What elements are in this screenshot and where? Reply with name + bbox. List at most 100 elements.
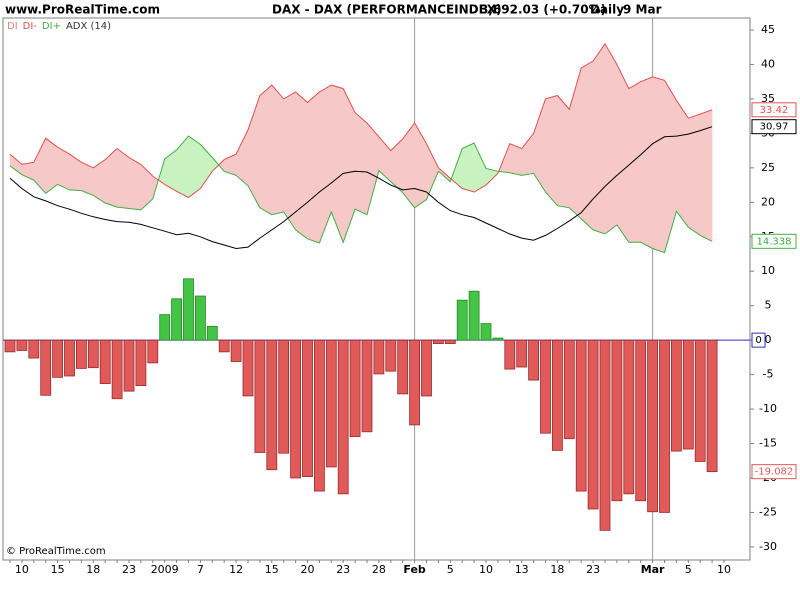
legend-entry: DI- (23, 21, 38, 32)
di-bar (87, 339, 99, 369)
y-tick-label: 5 (765, 299, 772, 312)
price: 3,692.03 (+0.70%) (480, 3, 606, 17)
di-bar (230, 339, 242, 362)
di-bar (325, 339, 337, 468)
x-tick-label: 28 (372, 563, 386, 576)
last-value-label: 14.338 (757, 236, 792, 247)
di-bar (540, 339, 551, 434)
footer: © ProRealTime.com (6, 546, 106, 557)
di-fill (509, 143, 522, 176)
di-fill (295, 91, 308, 240)
di-bar (682, 339, 694, 450)
di-bar (552, 339, 563, 451)
di-bar (302, 339, 313, 478)
di-bar (99, 339, 111, 384)
di-bar (40, 339, 52, 396)
di-bar (171, 298, 183, 341)
x-tick-label: 10 (479, 563, 493, 576)
x-tick-label: 10 (15, 563, 29, 576)
di-bar (635, 339, 647, 502)
x-tick-label: Mar (641, 563, 665, 576)
zero-label: 0 (755, 335, 761, 346)
y-tick-label: -10 (759, 402, 777, 415)
di-bar (587, 339, 599, 510)
y-tick-label: 40 (761, 57, 775, 70)
di-fill (557, 94, 570, 209)
y-tick-label: 35 (761, 92, 775, 105)
di-fill (283, 91, 296, 231)
di-bar (456, 299, 468, 341)
di-bar (563, 339, 575, 440)
di-bar (623, 339, 635, 495)
di-bar (575, 339, 587, 492)
di-bar (159, 314, 171, 341)
di-bar (694, 339, 706, 462)
di-bar (254, 339, 266, 453)
di-bar (444, 339, 456, 344)
di-fill (628, 81, 641, 243)
di-bar (706, 339, 718, 473)
di-bar (480, 323, 492, 341)
di-fill (461, 142, 475, 193)
di-fill (545, 95, 558, 207)
last-value-box (751, 233, 797, 249)
y-tick-label: -25 (759, 505, 777, 518)
di-bar (147, 339, 159, 364)
di-bar (671, 339, 682, 452)
y-tick-label: -30 (759, 540, 777, 553)
y-tick-label: 20 (761, 195, 775, 208)
y-tick-label: -5 (763, 368, 774, 381)
y-tick-label: 25 (761, 161, 775, 174)
di-bar (599, 339, 611, 531)
di-fill (604, 42, 618, 235)
di-fill (307, 91, 320, 244)
x-tick-label: 18 (550, 563, 564, 576)
line-1 (9, 42, 713, 199)
di-bar (468, 290, 480, 341)
di-bar (528, 339, 539, 381)
last-value-box (751, 119, 797, 135)
di-bar (76, 339, 87, 369)
x-tick-label: 5 (447, 563, 454, 576)
y-tick-label: 0 (765, 333, 772, 346)
di-fill (116, 148, 130, 209)
di-bar (373, 339, 385, 375)
di-bar (385, 339, 397, 372)
period: Daily (590, 3, 624, 17)
x-tick-label: 23 (122, 563, 136, 576)
di-fill (652, 76, 665, 253)
di-bar (432, 339, 444, 344)
legend-entry: DI+ (42, 21, 61, 32)
x-tick-label: 13 (515, 563, 529, 576)
x-tick-label: 23 (336, 563, 350, 576)
di-bar (52, 339, 63, 378)
di-bar (504, 339, 516, 370)
di-bar (313, 339, 325, 492)
di-bar (659, 339, 670, 513)
di-bar (64, 339, 75, 377)
last-value-label: 33.42 (760, 105, 789, 116)
di-bar (194, 295, 206, 341)
x-tick-label: 2009 (151, 563, 179, 576)
x-tick-label: 5 (685, 563, 692, 576)
di-fill (271, 84, 284, 216)
di-bar (337, 339, 349, 495)
di-bar (242, 339, 254, 397)
last-value-box (751, 464, 797, 480)
legend-entry: ADX (14) (66, 21, 111, 32)
di-fill (676, 99, 689, 228)
legend-entry: DI (7, 21, 18, 32)
x-tick-label: 10 (717, 563, 731, 576)
di-bar (492, 337, 504, 341)
di-bar (16, 339, 28, 351)
di-bar (290, 339, 302, 479)
di-fill (259, 84, 273, 216)
di-fill (592, 42, 606, 235)
di-bar (361, 339, 373, 433)
di-bar (611, 339, 623, 502)
x-tick-label: 7 (197, 563, 204, 576)
line-2 (9, 135, 713, 254)
y-tick-label: -15 (759, 437, 777, 450)
di-bar (278, 339, 290, 454)
di-fill (580, 60, 594, 231)
